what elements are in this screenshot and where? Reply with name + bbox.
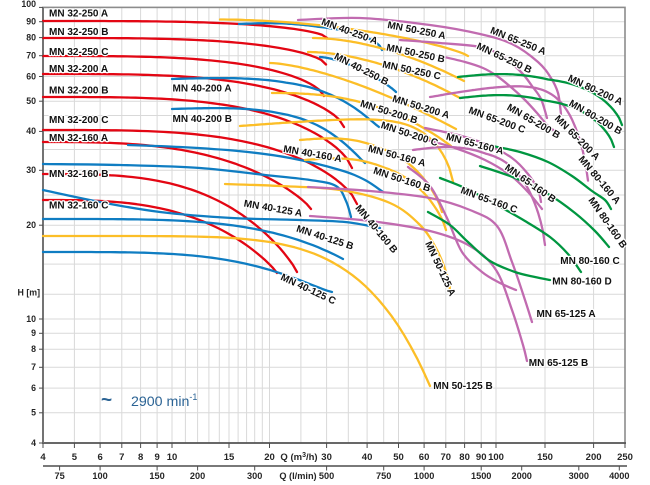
svg-text:MN 32-160 B: MN 32-160 B (49, 169, 108, 180)
svg-text:150: 150 (537, 452, 553, 463)
svg-text:80: 80 (459, 452, 470, 463)
svg-text:3000: 3000 (569, 471, 589, 481)
svg-text:MN 32-160 C: MN 32-160 C (49, 201, 108, 212)
svg-text:MN 32-250 A: MN 32-250 A (49, 9, 108, 20)
svg-text:4000: 4000 (609, 471, 629, 481)
svg-text:250: 250 (617, 452, 633, 463)
svg-text:MN 32-250 C: MN 32-250 C (49, 47, 108, 58)
svg-text:300: 300 (247, 471, 262, 481)
svg-text:60: 60 (419, 452, 430, 463)
svg-text:4: 4 (31, 438, 36, 448)
svg-text:7: 7 (119, 452, 124, 463)
svg-text:7: 7 (31, 362, 36, 372)
svg-text:10: 10 (26, 314, 36, 324)
svg-text:500: 500 (319, 471, 334, 481)
svg-text:6: 6 (97, 452, 102, 463)
svg-text:75: 75 (54, 471, 64, 481)
svg-text:MN 65-125 A: MN 65-125 A (536, 309, 595, 320)
svg-text:30: 30 (321, 452, 332, 463)
svg-text:100: 100 (488, 452, 504, 463)
svg-text:Q (m3/h): Q (m3/h) (280, 452, 317, 463)
svg-text:H [m]: H [m] (18, 288, 41, 298)
svg-text:1000: 1000 (414, 471, 434, 481)
svg-text:200: 200 (190, 471, 205, 481)
svg-text:MN 32-200 C: MN 32-200 C (49, 115, 108, 126)
svg-text:20: 20 (26, 220, 36, 230)
svg-text:100: 100 (21, 0, 36, 9)
svg-text:80: 80 (26, 32, 36, 42)
svg-text:70: 70 (26, 51, 36, 61)
svg-text:8: 8 (138, 452, 143, 463)
svg-text:~: ~ (101, 390, 112, 411)
svg-text:30: 30 (26, 165, 36, 175)
svg-text:Q (l/min): Q (l/min) (279, 471, 316, 481)
svg-text:8: 8 (31, 344, 36, 354)
svg-text:4: 4 (40, 452, 46, 463)
svg-text:MN 32-200 B: MN 32-200 B (49, 86, 108, 97)
svg-text:5: 5 (72, 452, 78, 463)
svg-text:50: 50 (26, 96, 36, 106)
svg-text:5: 5 (31, 408, 36, 418)
svg-text:9: 9 (31, 328, 36, 338)
svg-text:150: 150 (149, 471, 164, 481)
svg-text:MN 32-250 B: MN 32-250 B (49, 27, 108, 38)
svg-text:10: 10 (167, 452, 178, 463)
svg-text:MN 50-125 B: MN 50-125 B (433, 381, 492, 392)
svg-text:6: 6 (31, 383, 36, 393)
svg-text:9: 9 (154, 452, 159, 463)
svg-text:750: 750 (376, 471, 391, 481)
svg-text:MN 32-200 A: MN 32-200 A (49, 64, 108, 75)
svg-text:60: 60 (26, 71, 36, 81)
svg-text:70: 70 (441, 452, 452, 463)
svg-text:40: 40 (362, 452, 373, 463)
svg-text:MN 80-160 C: MN 80-160 C (560, 256, 619, 267)
svg-text:100: 100 (92, 471, 107, 481)
svg-text:90: 90 (476, 452, 487, 463)
svg-text:40: 40 (26, 126, 36, 136)
svg-text:2900 min-1: 2900 min-1 (131, 392, 197, 410)
svg-text:50: 50 (393, 452, 404, 463)
svg-text:200: 200 (586, 452, 602, 463)
svg-text:90: 90 (26, 17, 36, 27)
svg-text:MN 65-125 B: MN 65-125 B (529, 358, 588, 369)
svg-text:1500: 1500 (471, 471, 491, 481)
svg-text:MN 80-160 D: MN 80-160 D (552, 277, 611, 288)
svg-text:MN 40-200 B: MN 40-200 B (173, 114, 232, 125)
svg-text:2000: 2000 (511, 471, 531, 481)
svg-text:MN 40-200 A: MN 40-200 A (173, 84, 232, 95)
svg-text:15: 15 (224, 452, 235, 463)
svg-text:20: 20 (264, 452, 275, 463)
svg-text:MN 32-160 A: MN 32-160 A (49, 133, 108, 144)
